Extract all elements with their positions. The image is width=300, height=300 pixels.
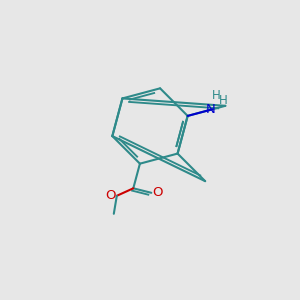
Text: H: H [219, 94, 228, 107]
Text: H: H [212, 89, 220, 102]
Text: O: O [105, 189, 116, 202]
Text: N: N [206, 103, 216, 116]
Text: O: O [153, 186, 163, 199]
